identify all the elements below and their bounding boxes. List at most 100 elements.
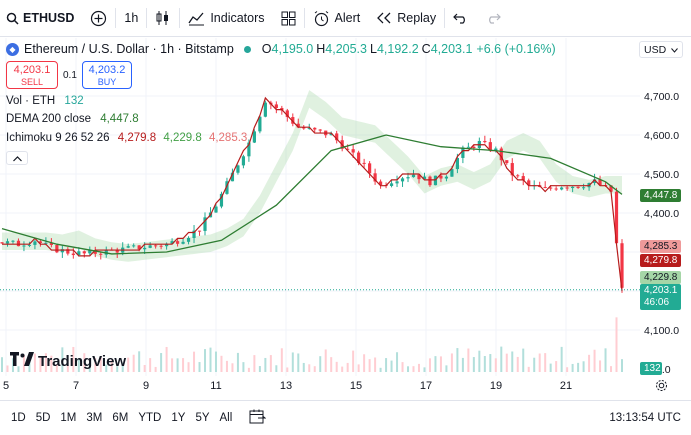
redo-button[interactable] — [477, 0, 509, 37]
candle-body — [27, 244, 32, 246]
sell-button[interactable]: 4,203.1 SELL — [6, 61, 58, 89]
market-open-indicator — [243, 45, 251, 53]
time-tick: 7 — [72, 380, 80, 392]
candle-body — [357, 152, 361, 163]
candle-body — [291, 117, 295, 124]
alert-button[interactable]: Alert — [305, 0, 369, 37]
currency-selector[interactable]: USD — [639, 41, 683, 58]
last-price-value: 4,203.1 — [644, 285, 678, 296]
volume-bar — [171, 358, 174, 372]
volume-bar — [55, 364, 58, 372]
volume-bar — [352, 350, 355, 372]
volume-bar — [368, 359, 371, 372]
candle-body — [592, 179, 597, 184]
ichimoku-cloud — [2, 90, 622, 262]
candle-body — [175, 241, 180, 244]
volume-bar — [77, 358, 80, 372]
volume-bar — [566, 367, 569, 372]
candle-body — [406, 177, 410, 179]
candle-body — [258, 116, 262, 132]
date-range-calendar-icon[interactable] — [249, 409, 267, 427]
range-1y-button[interactable]: 1Y — [171, 412, 186, 424]
volume-bar — [231, 363, 234, 372]
candlestick-icon — [155, 10, 171, 26]
volume-bar — [417, 363, 420, 372]
volume-bar — [483, 356, 486, 372]
clock-timezone[interactable]: 13:13:54 UTC — [609, 412, 681, 424]
candle-body — [521, 176, 525, 181]
candle-body — [389, 183, 394, 186]
range-all-button[interactable]: All — [219, 412, 233, 424]
candle-body — [483, 140, 487, 143]
candle-body — [505, 160, 509, 164]
compare-button[interactable] — [82, 0, 115, 37]
buy-button[interactable]: 4,203.2 BUY — [82, 61, 132, 89]
undo-button[interactable] — [445, 0, 477, 37]
settings-gear-icon[interactable] — [655, 379, 668, 395]
time-axis[interactable]: 5 7 9 11 13 15 17 19 21 — [0, 376, 691, 398]
range-6m-button[interactable]: 6M — [112, 412, 129, 424]
range-3m-button[interactable]: 3M — [86, 412, 103, 424]
buy-label: BUY — [97, 77, 117, 87]
candle-body — [274, 104, 278, 108]
volume-bar — [302, 362, 305, 372]
ichimoku-tag-a: 4,285.3 — [640, 240, 681, 253]
range-5y-button[interactable]: 5Y — [195, 412, 210, 424]
bottom-bar: 1D 5D 1M 3M 6M YTD 1Y 5Y All 13:13:54 UT… — [0, 400, 691, 435]
chart-type-button[interactable] — [147, 0, 179, 37]
candle-body — [439, 175, 443, 179]
tradingview-logo[interactable]: TradingView — [10, 352, 126, 370]
ichimoku-legend[interactable]: Ichimoku 9 26 52 26 4,279.8 4,229.8 4,28… — [6, 132, 247, 144]
interval-button[interactable]: 1h — [116, 0, 146, 37]
candle-body — [527, 180, 531, 186]
candle-body — [5, 241, 10, 244]
candle-body — [219, 193, 224, 207]
range-1d-button[interactable]: 1D — [11, 412, 26, 424]
range-5d-button[interactable]: 5D — [35, 412, 51, 424]
indicators-button[interactable]: Indicators — [180, 0, 272, 37]
candle-body — [230, 172, 235, 182]
candle-body — [192, 230, 196, 238]
volume-bar — [193, 351, 196, 372]
volume-bar — [83, 353, 86, 372]
candle-body — [576, 186, 580, 188]
volume-label: Vol · ETH — [6, 95, 56, 107]
range-ytd-button[interactable]: YTD — [138, 412, 162, 424]
add-circle-icon — [90, 10, 107, 27]
dema-price-tag: 4,447.8 — [640, 189, 681, 202]
range-1m-button[interactable]: 1M — [60, 412, 77, 424]
candle-body — [554, 188, 558, 190]
volume-bar — [313, 366, 316, 372]
divider — [179, 8, 181, 28]
candle-body — [571, 186, 575, 189]
volume-bar — [225, 360, 228, 372]
candle-body — [499, 148, 503, 161]
layouts-button[interactable] — [273, 0, 304, 37]
volume-bar — [346, 362, 349, 372]
high-value: 4,205.3 — [325, 42, 367, 56]
volume-bar — [11, 358, 14, 372]
volume-legend[interactable]: Vol · ETH 132 — [6, 95, 84, 107]
search-icon — [6, 12, 19, 25]
volume-bar — [198, 362, 201, 372]
volume-bar — [527, 366, 530, 372]
collapse-legend-button[interactable] — [6, 151, 28, 165]
candle-body — [60, 249, 64, 253]
divider — [444, 8, 446, 28]
time-tick: 5 — [2, 380, 10, 392]
candle-body — [565, 187, 569, 189]
chart-title: Ethereum / U.S. Dollar · 1h · Bitstamp — [24, 42, 234, 56]
candle-body — [263, 102, 267, 117]
candle-body — [494, 148, 498, 151]
volume-bar — [154, 366, 157, 372]
volume-bar — [450, 353, 453, 372]
dema-label: DEMA 200 close — [6, 113, 92, 125]
replay-button[interactable]: Replay — [368, 0, 444, 37]
price-chart[interactable] — [0, 38, 640, 376]
symbol-search[interactable]: ETHUSD — [0, 0, 82, 37]
dema-legend[interactable]: DEMA 200 close 4,447.8 — [6, 113, 139, 125]
candle-body — [307, 127, 311, 129]
candle-body — [455, 157, 459, 170]
open-label: O — [261, 42, 272, 56]
candle-body — [82, 251, 86, 254]
